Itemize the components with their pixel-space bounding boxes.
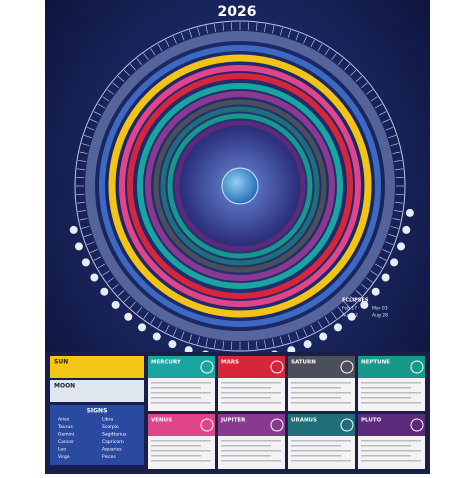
planet-name: PLUTO [361, 418, 382, 424]
planet-name: MERCURY [151, 360, 182, 366]
text-line [151, 382, 211, 384]
text-line [291, 382, 351, 384]
planet-name: SATURN [291, 360, 316, 366]
text-line [221, 397, 271, 399]
text-line [221, 440, 281, 442]
moon-phase [138, 323, 146, 331]
sign-name: Capricorn [102, 439, 124, 445]
text-line [151, 402, 211, 404]
sign-name: Libra [102, 417, 113, 423]
moon-phase [382, 274, 390, 282]
planet-name: URANUS [291, 418, 317, 424]
text-line [291, 460, 351, 462]
moon-phase [319, 333, 327, 341]
eclipse-date: Aug 28 [372, 313, 388, 319]
planet-name: JUPITER [220, 418, 246, 424]
text-line [291, 387, 341, 389]
sign-name: Sagittarius [102, 432, 127, 438]
text-line [291, 450, 351, 452]
text-line [151, 460, 211, 462]
moon-phase [390, 258, 398, 266]
text-line [361, 392, 421, 394]
text-line [221, 460, 281, 462]
eclipses-heading: ECLIPSES [342, 298, 369, 304]
sign-name: Cancer [58, 439, 74, 445]
luminary-name: MOON [54, 383, 75, 390]
text-line [361, 445, 411, 447]
planet-name: NEPTUNE [361, 360, 390, 366]
text-line [221, 387, 271, 389]
text-line [291, 440, 351, 442]
moon-phase [406, 209, 414, 217]
text-line [361, 397, 411, 399]
text-line [361, 387, 411, 389]
text-line [361, 450, 421, 452]
eclipse-date: Feb 17 [342, 306, 357, 312]
text-line [361, 460, 421, 462]
text-line [291, 455, 341, 457]
eclipse-date: Aug 12 [342, 313, 358, 319]
signs-heading: SIGNS [87, 408, 108, 415]
text-line [221, 382, 281, 384]
moon-phase [402, 226, 410, 234]
sign-name: Pisces [102, 454, 116, 460]
text-line [221, 445, 271, 447]
moon-phase [153, 333, 161, 341]
text-line [221, 392, 281, 394]
text-line [151, 450, 211, 452]
text-line [361, 402, 421, 404]
moon-phase [124, 313, 132, 321]
moon-phase [304, 340, 312, 348]
sign-name: Virgo [58, 454, 70, 460]
text-line [151, 397, 201, 399]
planet-name: MARS [221, 360, 239, 366]
text-line [291, 402, 351, 404]
text-line [361, 382, 421, 384]
text-line [291, 445, 341, 447]
text-line [221, 450, 281, 452]
moon-phase [372, 288, 380, 296]
moon-phase [397, 242, 405, 250]
text-line [151, 392, 211, 394]
text-line [291, 397, 341, 399]
sign-name: Aquarius [102, 447, 122, 453]
text-line [151, 387, 201, 389]
sign-name: Taurus [57, 424, 73, 430]
text-line [361, 455, 411, 457]
eclipse-date: Mar 03 [372, 306, 388, 312]
text-line [151, 440, 211, 442]
moon-phase [112, 301, 120, 309]
moon-phase [70, 226, 78, 234]
sign-name: Aries [58, 417, 70, 423]
text-line [221, 455, 271, 457]
text-line [151, 455, 201, 457]
text-line [151, 445, 201, 447]
planet-name: VENUS [151, 418, 172, 424]
moon-phase [334, 323, 342, 331]
moon-phase [168, 340, 176, 348]
sign-name: Scorpio [102, 424, 119, 430]
moon-phase [100, 288, 108, 296]
moon-phase [82, 258, 90, 266]
luminary-name: SUN [54, 359, 68, 366]
moon-phase [75, 242, 83, 250]
text-line [221, 402, 281, 404]
sign-name: Leo [58, 447, 66, 453]
title: 2026 [218, 4, 257, 20]
text-line [361, 440, 421, 442]
text-line [291, 392, 351, 394]
moon-phase [90, 274, 98, 282]
sign-name: Gemini [58, 432, 74, 438]
